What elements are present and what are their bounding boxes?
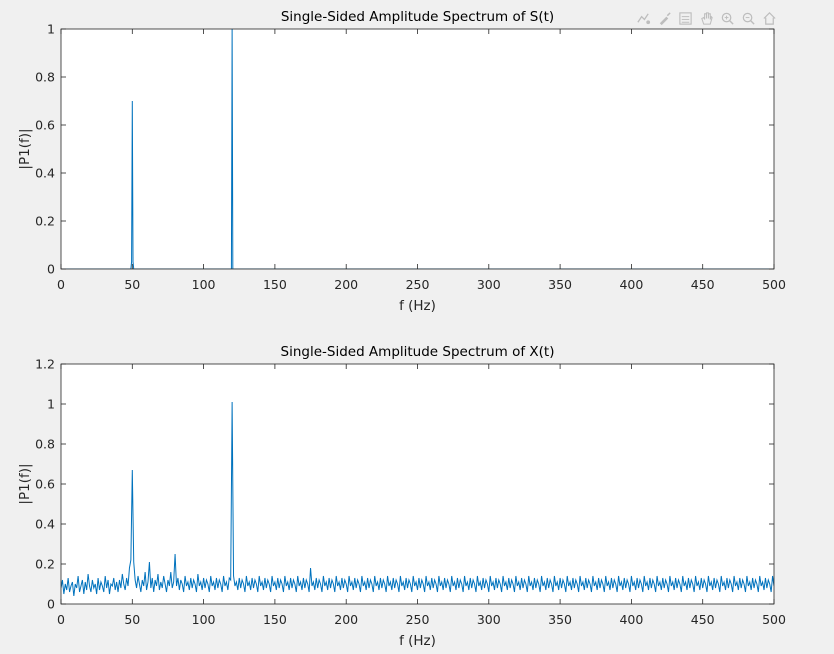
x-tick-label: 200 [334, 277, 358, 292]
x-tick-label: 50 [124, 612, 140, 627]
series-line-1 [61, 401, 774, 597]
y-tick-label: 0 [47, 597, 55, 612]
y-axis-label: |P1(f)| [17, 128, 33, 169]
zoom-in-icon[interactable] [718, 9, 737, 28]
x-tick-label: 100 [192, 277, 216, 292]
x-tick-label: 150 [263, 277, 287, 292]
x-tick-label: 0 [57, 277, 65, 292]
y-tick-label: 0.6 [35, 477, 55, 492]
x-tick-label: 500 [762, 612, 786, 627]
axes-toolbar [634, 8, 779, 28]
x-tick-label: 400 [619, 612, 643, 627]
axes-1: 0 50 100 150 200 250 300 350 400 450 500 0 0.2 0.4 0.6… [17, 9, 786, 314]
x-tick-label: 250 [406, 612, 430, 627]
x-axis-label: f (Hz) [399, 298, 436, 314]
x-tick-label: 100 [192, 612, 216, 627]
plot-area [61, 364, 774, 604]
x-tick-label: 300 [477, 612, 501, 627]
x-tick-label: 50 [124, 277, 140, 292]
series-line-1 [61, 29, 774, 269]
x-tick-label: 500 [762, 277, 786, 292]
y-tick-label: 0 [47, 262, 55, 277]
x-tick-label: 300 [477, 277, 501, 292]
plot-area [61, 29, 774, 269]
home-icon[interactable] [760, 9, 779, 28]
x-axis-label: f (Hz) [399, 633, 436, 649]
y-tick-label: 0.2 [35, 557, 55, 572]
y-tick-label: 0.2 [35, 214, 55, 229]
y-tick-label: 1 [47, 22, 55, 37]
brush-icon[interactable] [655, 9, 674, 28]
chart-title: Single-Sided Amplitude Spectrum of X(t) [281, 344, 555, 360]
x-tick-label: 350 [548, 277, 572, 292]
y-axis-label: |P1(f)| [17, 463, 33, 504]
pan-icon[interactable] [697, 9, 716, 28]
x-tick-label: 200 [334, 612, 358, 627]
x-tick-label: 150 [263, 612, 287, 627]
legend-icon[interactable] [676, 9, 695, 28]
y-tick-label: 0.6 [35, 118, 55, 133]
y-tick-label: 1 [47, 397, 55, 412]
axes-2: 0 50 100 150 200 250 300 350 400 450 500 0 0.2 0.4 0.6… [17, 344, 786, 649]
y-tick-label: 1.2 [35, 357, 55, 372]
data-tips-icon[interactable] [634, 9, 653, 28]
y-tick-label: 0.4 [35, 517, 55, 532]
x-tick-label: 450 [691, 277, 715, 292]
chart-title: Single-Sided Amplitude Spectrum of S(t) [281, 9, 554, 25]
x-tick-label: 250 [406, 277, 430, 292]
y-tick-label: 0.8 [35, 70, 55, 85]
y-tick-label: 0.8 [35, 437, 55, 452]
x-tick-label: 0 [57, 612, 65, 627]
x-tick-label: 450 [691, 612, 715, 627]
zoom-out-icon[interactable] [739, 9, 758, 28]
y-tick-label: 0.4 [35, 166, 55, 181]
x-tick-label: 350 [548, 612, 572, 627]
x-tick-label: 400 [619, 277, 643, 292]
